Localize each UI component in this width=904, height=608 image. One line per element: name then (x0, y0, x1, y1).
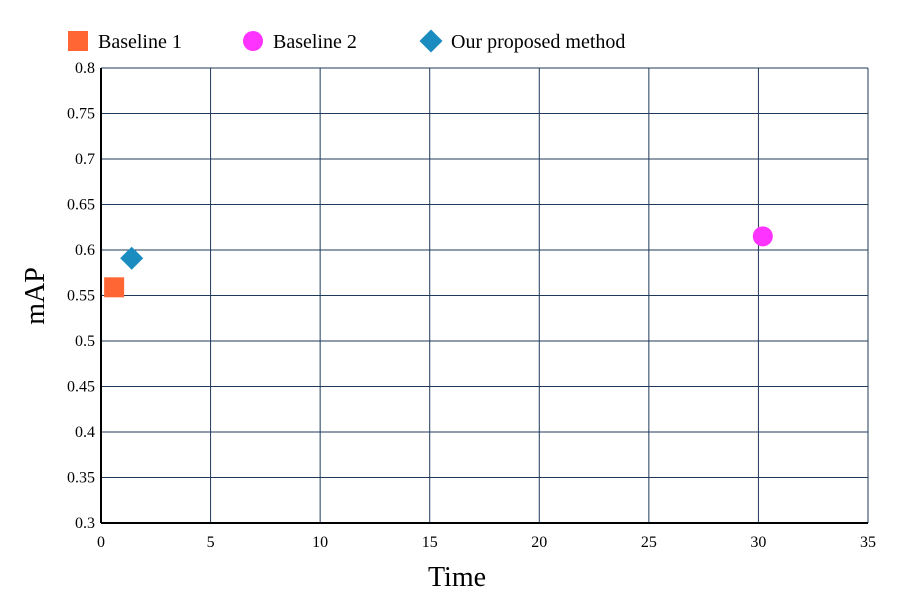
x-tick-labels: 0 5 10 15 20 25 30 35 (97, 534, 876, 551)
data-point-square (104, 277, 125, 298)
data-point-diamond (120, 246, 144, 270)
legend-marker-diamond (419, 29, 443, 53)
legend: Baseline 1 Baseline 2 Our proposed method (68, 29, 625, 53)
x-tick-label: 35 (860, 534, 876, 551)
y-tick-label: 0.7 (75, 151, 95, 168)
x-tick-label: 10 (312, 534, 328, 551)
x-tick-label: 0 (97, 534, 105, 551)
y-axis-label: mAP (20, 267, 51, 325)
legend-item: Our proposed method (419, 29, 625, 53)
y-tick-label: 0.6 (75, 242, 95, 259)
y-tick-label: 0.5 (75, 333, 95, 350)
data-points (104, 226, 773, 298)
legend-marker-circle (243, 31, 263, 51)
x-tick-label: 30 (750, 534, 766, 551)
y-tick-label: 0.55 (67, 288, 95, 305)
legend-label: Our proposed method (451, 31, 625, 53)
legend-item: Baseline 1 (68, 31, 182, 53)
x-tick-label: 25 (641, 534, 657, 551)
y-tick-label: 0.8 (75, 60, 95, 77)
y-tick-label: 0.75 (67, 106, 95, 123)
y-tick-labels: 0.3 0.35 0.4 0.45 0.5 0.55 0.6 0.65 0.7 0.75 0.8 (67, 60, 95, 532)
x-tick-label: 15 (422, 534, 438, 551)
legend-item: Baseline 2 (243, 31, 357, 53)
legend-marker-square (68, 31, 88, 51)
y-tick-label: 0.65 (67, 197, 95, 214)
y-tick-label: 0.35 (67, 470, 95, 487)
y-tick-label: 0.3 (75, 515, 95, 532)
x-axis-label: Time (428, 562, 486, 593)
y-tick-label: 0.4 (75, 424, 95, 441)
grid (100, 67, 869, 524)
legend-label: Baseline 2 (273, 31, 357, 53)
y-tick-label: 0.45 (67, 379, 95, 396)
data-point-circle (752, 226, 773, 247)
axes (100, 68, 868, 524)
legend-label: Baseline 1 (98, 31, 182, 53)
x-tick-label: 20 (531, 534, 547, 551)
x-tick-label: 5 (207, 534, 215, 551)
